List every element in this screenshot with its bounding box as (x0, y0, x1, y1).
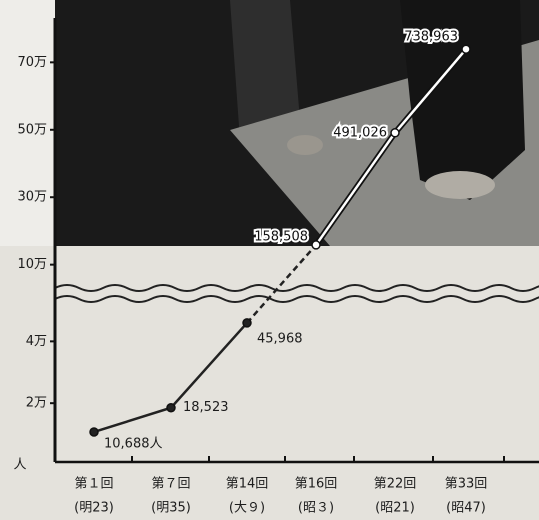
x-tick-label: 第７回 (151, 477, 190, 492)
data-point (166, 402, 176, 413)
x-tick-sublabel: (昭47) (446, 501, 486, 516)
data-label: 158,508 (254, 229, 308, 244)
data-label: 491,026 (333, 125, 387, 140)
x-tick-label: 第33回 (445, 477, 488, 492)
photo-foot (287, 135, 323, 155)
line-connector (246, 244, 317, 324)
x-tick-sublabel: (昭21) (375, 501, 415, 516)
x-tick-label: 第１回 (74, 477, 113, 492)
data-point (89, 427, 99, 437)
data-point (311, 240, 321, 250)
y-tick-label: 70万 (17, 55, 47, 70)
x-tick-sublabel: (昭３) (298, 501, 334, 516)
photo (55, 0, 539, 246)
y-tick-label: 2万 (26, 396, 47, 411)
data-point (461, 44, 471, 54)
y-axis-label: 人 (13, 458, 26, 473)
photo-foot (425, 171, 495, 199)
x-tick-label: 第14回 (226, 477, 269, 492)
data-label: 738,963 (404, 30, 458, 45)
x-tick-sublabel: (明23) (74, 501, 114, 516)
y-tick-label: 50万 (17, 122, 47, 137)
break-line (54, 284, 539, 292)
y-tick-label: 30万 (17, 190, 47, 205)
x-tick-sublabel: (明35) (151, 501, 191, 516)
data-point (390, 128, 400, 138)
data-label: 18,523 (183, 400, 229, 415)
data-point (242, 318, 252, 328)
x-tick-sublabel: (大９) (229, 501, 265, 516)
y-tick-label: 10万 (17, 257, 47, 272)
photo-leg (400, 0, 525, 200)
x-tick-label: 第22回 (374, 477, 417, 492)
y-tick-label: 4万 (26, 334, 47, 349)
break-line (54, 295, 539, 303)
data-label: 10,688人 (104, 436, 163, 451)
axis-strip (0, 0, 55, 246)
data-label: 45,968 (257, 331, 303, 346)
x-tick-label: 第16回 (295, 477, 338, 492)
